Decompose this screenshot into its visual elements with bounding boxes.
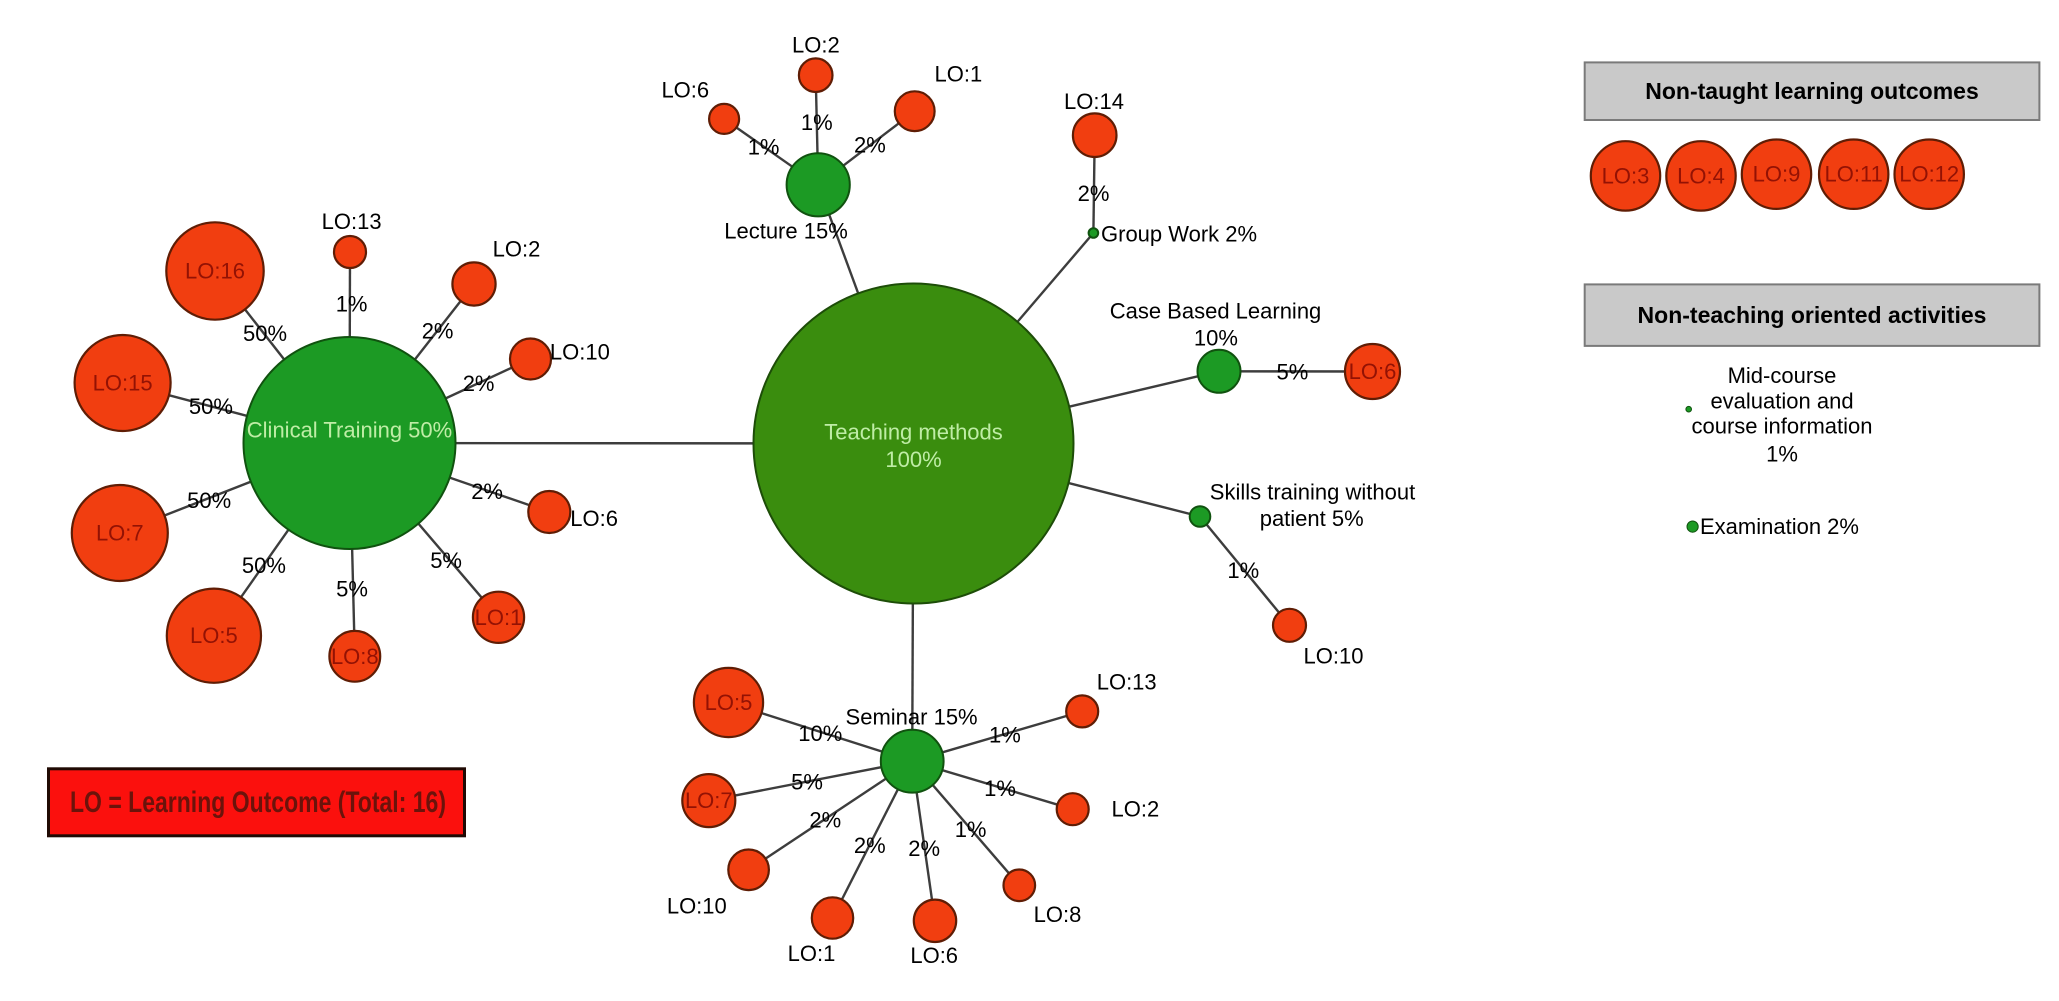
svg-text:LO:2: LO:2	[1112, 797, 1160, 822]
svg-text:2%: 2%	[1078, 181, 1110, 206]
svg-text:10%: 10%	[798, 721, 842, 746]
svg-text:5%: 5%	[791, 769, 823, 794]
svg-text:2%: 2%	[471, 479, 503, 504]
svg-text:LO:7: LO:7	[685, 788, 733, 813]
svg-text:LO:10: LO:10	[550, 340, 610, 365]
svg-text:LO:7: LO:7	[96, 521, 144, 546]
svg-text:patient 5%: patient 5%	[1260, 506, 1364, 531]
svg-text:LO:6: LO:6	[661, 77, 709, 102]
svg-text:50%: 50%	[187, 488, 231, 513]
svg-text:2%: 2%	[854, 833, 886, 858]
svg-text:LO:11: LO:11	[1825, 162, 1883, 187]
svg-text:Teaching methods: Teaching methods	[824, 420, 1003, 445]
svg-text:1%: 1%	[1766, 441, 1798, 466]
svg-text:LO:5: LO:5	[190, 623, 238, 648]
svg-text:course information: course information	[1692, 413, 1873, 438]
svg-text:10%: 10%	[1194, 326, 1238, 351]
svg-text:50%: 50%	[242, 553, 286, 578]
svg-text:LO:1: LO:1	[788, 941, 836, 966]
svg-text:Mid-course: Mid-course	[1728, 363, 1837, 388]
svg-text:LO:10: LO:10	[667, 894, 727, 919]
svg-text:LO:6: LO:6	[910, 943, 958, 968]
svg-text:LO:15: LO:15	[93, 371, 153, 396]
svg-text:LO:1: LO:1	[935, 62, 983, 87]
svg-text:1%: 1%	[748, 134, 780, 159]
svg-text:LO:4: LO:4	[1677, 163, 1725, 188]
svg-text:LO:3: LO:3	[1602, 163, 1650, 188]
svg-text:1%: 1%	[336, 292, 368, 317]
svg-text:2%: 2%	[854, 133, 886, 158]
svg-text:LO:16: LO:16	[185, 259, 245, 284]
svg-text:LO:10: LO:10	[1304, 644, 1364, 669]
svg-text:1%: 1%	[955, 817, 987, 842]
svg-text:LO:14: LO:14	[1064, 89, 1124, 114]
svg-text:LO:1: LO:1	[475, 605, 523, 630]
svg-text:5%: 5%	[1277, 360, 1309, 385]
svg-text:LO:12: LO:12	[1899, 162, 1959, 187]
svg-text:Examination 2%: Examination 2%	[1700, 514, 1859, 539]
svg-text:Non-teaching oriented activiti: Non-teaching oriented activities	[1638, 302, 1987, 328]
svg-text:1%: 1%	[801, 110, 833, 135]
svg-text:LO = Learning Outcome (Total:: LO = Learning Outcome (Total: 16)	[70, 786, 446, 819]
svg-text:2%: 2%	[908, 836, 940, 861]
svg-text:100%: 100%	[885, 447, 941, 472]
svg-text:LO:6: LO:6	[570, 506, 618, 531]
svg-text:Lecture 15%: Lecture 15%	[724, 218, 848, 243]
svg-text:2%: 2%	[463, 371, 495, 396]
svg-text:LO:2: LO:2	[792, 32, 840, 57]
svg-text:evaluation and: evaluation and	[1710, 388, 1853, 413]
svg-text:1%: 1%	[989, 722, 1021, 747]
svg-text:50%: 50%	[243, 321, 287, 346]
svg-text:LO:13: LO:13	[322, 209, 382, 234]
svg-text:Seminar 15%: Seminar 15%	[846, 705, 978, 730]
svg-text:Skills training without: Skills training without	[1210, 480, 1415, 505]
svg-text:LO:13: LO:13	[1097, 670, 1157, 695]
svg-text:1%: 1%	[984, 776, 1016, 801]
svg-text:1%: 1%	[1227, 558, 1259, 583]
svg-text:LO:8: LO:8	[331, 644, 379, 669]
svg-text:LO:9: LO:9	[1753, 162, 1801, 187]
svg-text:50%: 50%	[189, 394, 233, 419]
svg-text:Non-taught learning outcomes: Non-taught learning outcomes	[1645, 78, 1979, 104]
svg-text:Group Work 2%: Group Work 2%	[1101, 222, 1257, 247]
svg-text:2%: 2%	[422, 318, 454, 343]
svg-text:2%: 2%	[809, 807, 841, 832]
svg-text:5%: 5%	[336, 577, 368, 602]
svg-text:Case Based Learning: Case Based Learning	[1110, 299, 1322, 324]
svg-text:LO:6: LO:6	[1349, 359, 1397, 384]
svg-text:Clinical Training 50%: Clinical Training 50%	[247, 418, 452, 443]
svg-text:LO:2: LO:2	[493, 237, 541, 262]
svg-text:LO:8: LO:8	[1034, 902, 1082, 927]
svg-text:5%: 5%	[430, 548, 462, 573]
svg-text:LO:5: LO:5	[705, 690, 753, 715]
